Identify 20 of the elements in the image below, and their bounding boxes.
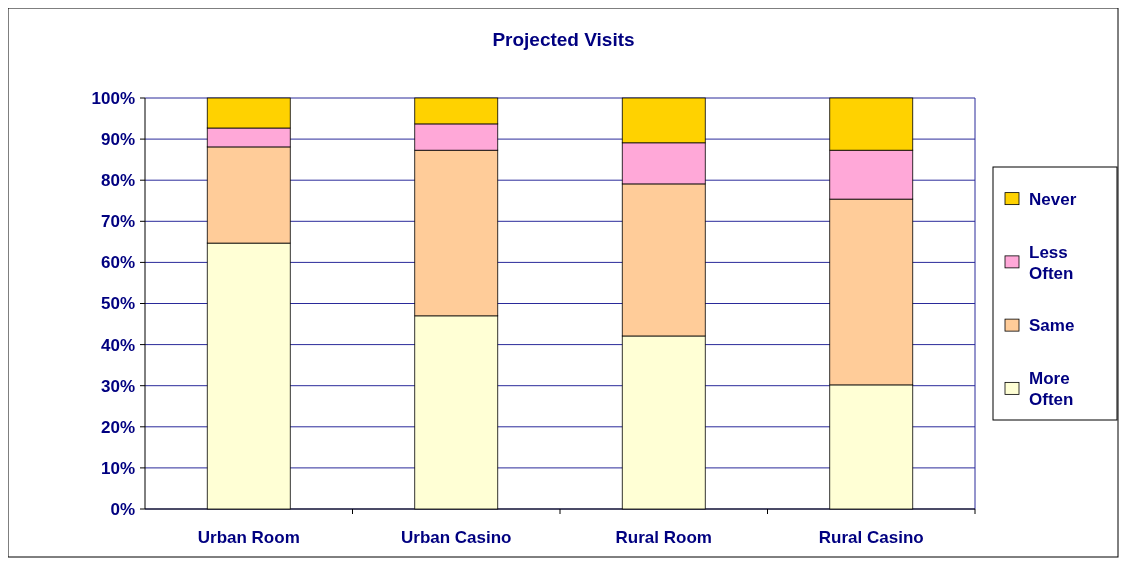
y-tick-label: 10%: [100, 458, 135, 478]
y-tick-label: 20%: [100, 417, 135, 437]
y-tick-label: 100%: [91, 88, 135, 108]
y-tick-label: 30%: [100, 376, 135, 396]
x-tick-label: Urban Casino: [400, 528, 512, 547]
chart-title: Projected Visits: [492, 29, 635, 50]
x-tick-label: Urban Room: [197, 528, 300, 547]
y-tick-label: 50%: [100, 294, 135, 314]
legend-label: Less Often: [1029, 242, 1074, 283]
y-tick-label: 0%: [110, 499, 135, 519]
legend-label: More Often: [1029, 369, 1074, 410]
y-tick-label: 40%: [100, 335, 135, 355]
y-tick-label: 70%: [100, 212, 135, 232]
y-tick-label: 60%: [100, 253, 135, 273]
y-tick-label: 80%: [100, 171, 135, 191]
x-tick-label: Rural Room: [615, 528, 712, 547]
x-tick-label: Rural Casino: [818, 528, 924, 547]
y-tick-label: 90%: [100, 130, 135, 150]
legend-label: Same: [1029, 316, 1075, 336]
legend-label: Never: [1029, 189, 1077, 209]
